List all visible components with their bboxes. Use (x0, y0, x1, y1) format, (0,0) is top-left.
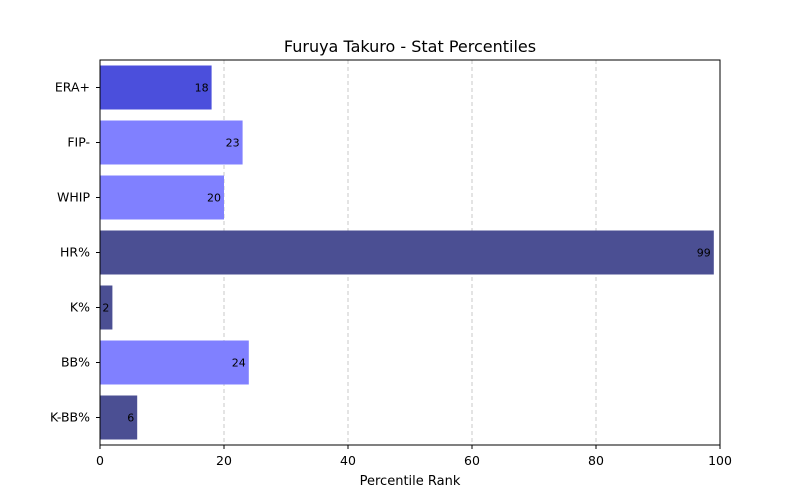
bar-K% (100, 285, 113, 330)
bar-FIP- (100, 120, 243, 165)
y-tick-label: K% (70, 300, 90, 315)
bar-value-label: 20 (207, 192, 221, 205)
y-axis-ticks: ERA+ FIP- WHIP HR% K% BB% K-BB% (50, 80, 100, 425)
x-tick-label: 40 (340, 453, 356, 468)
x-tick-label: 60 (464, 453, 480, 468)
x-axis-ticks: 0 20 40 60 80 100 (96, 445, 732, 468)
bar-value-label: 99 (697, 247, 711, 260)
chart-title: Furuya Takuro - Stat Percentiles (284, 37, 536, 56)
y-tick-label: FIP- (67, 135, 90, 150)
y-tick-label: HR% (60, 245, 90, 260)
bar-value-label: 23 (226, 137, 240, 150)
x-axis-label: Percentile Rank (360, 474, 461, 489)
bars: 18 23 20 99 2 24 6 (100, 65, 714, 440)
y-tick-label: K-BB% (50, 410, 90, 425)
y-tick-label: ERA+ (55, 80, 90, 95)
x-tick-label: 100 (708, 453, 732, 468)
bar-value-label: 18 (195, 82, 209, 95)
bar-BB% (100, 340, 249, 385)
bar-WHIP (100, 175, 224, 220)
bar-ERA+ (100, 65, 212, 110)
x-tick-label: 20 (216, 453, 232, 468)
bar-value-label: 24 (232, 357, 246, 370)
bar-HR% (100, 230, 714, 275)
x-tick-label: 0 (96, 453, 104, 468)
bar-value-label: 2 (102, 302, 109, 315)
y-tick-label: WHIP (57, 190, 90, 205)
bar-K-BB% (100, 395, 138, 440)
y-tick-label: BB% (61, 355, 90, 370)
x-tick-label: 80 (588, 453, 604, 468)
bar-value-label: 6 (127, 412, 134, 425)
